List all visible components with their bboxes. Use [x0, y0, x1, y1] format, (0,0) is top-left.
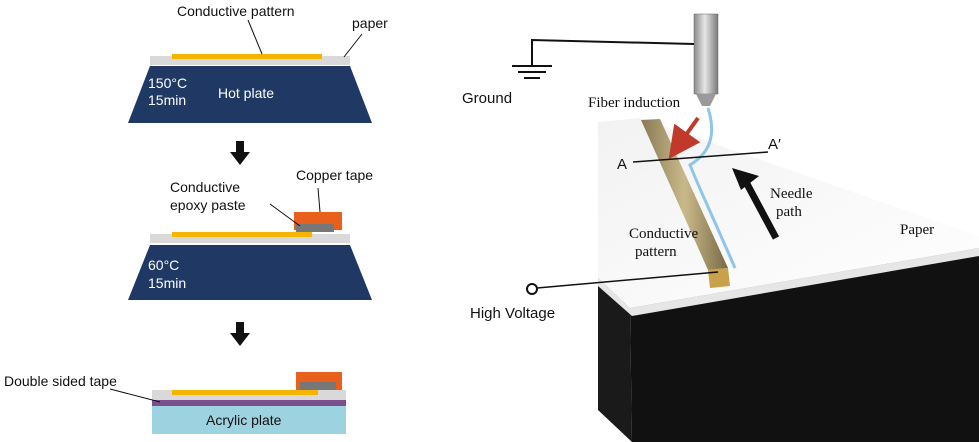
conductive-pattern-3: [172, 390, 318, 395]
paper-edge: [598, 248, 979, 316]
high-voltage-terminal: [526, 283, 538, 295]
block-left-face: [598, 278, 632, 442]
high-voltage-label: High Voltage: [470, 305, 555, 322]
needle-tip: [696, 94, 716, 106]
fiber-induction-label: Fiber induction: [588, 95, 681, 111]
needle-path-label-line1: Needle: [770, 186, 813, 202]
leader-copper: [317, 187, 321, 213]
step1-group: Conductive pattern paper 150°C 15min Hot…: [128, 3, 388, 123]
step1-temp: 150°C: [148, 75, 187, 91]
step2-time: 15min: [148, 275, 186, 291]
hot-plate-label: Hot plate: [218, 85, 274, 101]
a-label: A: [617, 156, 627, 173]
conductive-strip-end: [708, 268, 730, 288]
needle-path-arrow: [732, 168, 780, 240]
electrospinning-setup: Ground Fiber induction A A′ Needle path …: [462, 13, 979, 442]
paper-label-right: Paper: [900, 222, 934, 238]
paper-layer-2: [150, 234, 350, 243]
ground-symbol-icon: [512, 65, 552, 79]
step2-group: Conductive epoxy paste Copper tape 60°C …: [128, 167, 373, 300]
conductive-strip: [641, 119, 728, 270]
fiber-induction-arrow: [668, 116, 701, 160]
step3-group: Double sided tape Acrylic plate: [4, 372, 346, 434]
hot-plate-1: [128, 66, 372, 123]
leader-paper-1: [343, 33, 363, 58]
paper-label: paper: [352, 15, 388, 31]
double-sided-tape-label: Double sided tape: [4, 373, 117, 389]
conductive-pattern-2: [172, 232, 312, 237]
epoxy-label-line1: Conductive: [170, 179, 240, 195]
a-prime-label: A′: [768, 136, 781, 153]
conductive-pattern-line2: pattern: [635, 244, 677, 260]
conductive-pattern-label: Conductive pattern: [177, 3, 295, 19]
conductive-pattern-1: [172, 54, 322, 59]
needle-body: [693, 13, 719, 95]
acrylic-plate: [152, 406, 346, 434]
down-arrow-1: [230, 141, 250, 165]
section-line-a: [632, 151, 769, 163]
leader-tape: [109, 388, 161, 403]
needle-path-label-line2: path: [776, 204, 802, 220]
fiber-path: [688, 107, 737, 269]
paper-surface: [598, 118, 979, 308]
conductive-pattern-line1: Conductive: [629, 226, 698, 242]
leader-conductive-1: [247, 19, 263, 55]
down-arrow-2: [230, 322, 250, 346]
epoxy-label-line2: epoxy paste: [170, 197, 246, 213]
copper-tape-label: Copper tape: [296, 167, 373, 183]
acrylic-plate-label: Acrylic plate: [206, 412, 282, 428]
step1-time: 15min: [148, 92, 186, 108]
ground-wire: [531, 38, 695, 66]
hot-plate-2: [128, 245, 372, 300]
leader-epoxy: [269, 203, 301, 227]
epoxy-paste-2: [296, 224, 334, 232]
ground-label: Ground: [462, 90, 512, 107]
step2-temp: 60°C: [148, 257, 179, 273]
paper-layer-1: [150, 56, 350, 65]
high-voltage-wire: [536, 271, 719, 289]
epoxy-paste-3: [300, 382, 336, 390]
double-sided-tape: [152, 400, 346, 406]
